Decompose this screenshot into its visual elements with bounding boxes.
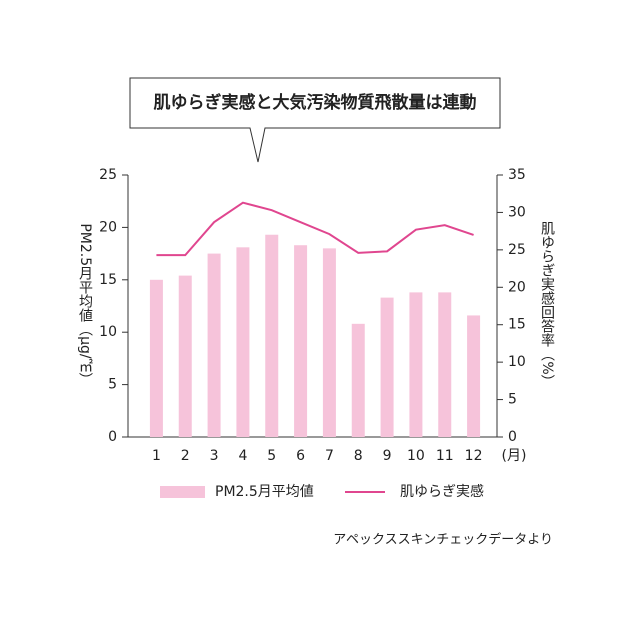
x-tick-label: 12: [465, 448, 483, 464]
x-unit-label: (月): [502, 448, 527, 464]
bar: [236, 247, 250, 437]
bar: [207, 253, 221, 437]
y2-tick-label: 0: [508, 429, 517, 445]
x-tick-label: 6: [296, 448, 305, 464]
y-tick-label: 15: [99, 272, 117, 288]
y2-axis-label: 肌ゆらぎ実感回答率（%）: [539, 221, 555, 388]
bar: [351, 323, 365, 437]
bar: [178, 275, 192, 437]
x-tick-label: 9: [383, 448, 392, 464]
bar: [409, 292, 423, 437]
legend-label: PM2.5月平均値: [215, 484, 314, 500]
bar: [322, 248, 336, 437]
x-tick-label: 2: [181, 448, 190, 464]
y2-tick-label: 20: [508, 279, 526, 295]
x-tick-label: 8: [354, 448, 363, 464]
y2-tick-label: 5: [508, 392, 517, 408]
y-tick-label: 0: [108, 429, 117, 445]
y-tick-label: 10: [99, 324, 117, 340]
bar: [380, 297, 394, 437]
bar: [467, 315, 481, 437]
y2-tick-label: 10: [508, 354, 526, 370]
y-axis-label: PM2.5月平均値（μg/㎡）: [77, 223, 93, 386]
x-tick-label: 11: [436, 448, 454, 464]
bar: [149, 279, 163, 437]
callout-box: [129, 77, 501, 163]
y-tick-label: 25: [99, 167, 117, 183]
legend-swatch: [160, 486, 205, 498]
x-tick-label: 3: [210, 448, 219, 464]
line: [156, 201, 474, 257]
y-tick-label: 5: [108, 377, 117, 393]
x-tick-label: 4: [238, 448, 247, 464]
x-tick-label: 7: [325, 448, 334, 464]
y2-tick-label: 25: [508, 242, 526, 258]
bar: [265, 234, 279, 437]
bar: [294, 245, 308, 437]
source-note: アペックススキンチェックデータより: [333, 532, 553, 548]
y2-tick-label: 15: [508, 317, 526, 333]
x-tick-label: 5: [267, 448, 276, 464]
x-tick-label: 10: [407, 448, 425, 464]
y2-tick-label: 30: [508, 204, 526, 220]
bar: [438, 292, 452, 437]
legend-label: 肌ゆらぎ実感: [400, 483, 484, 500]
x-tick-label: 1: [152, 448, 161, 464]
chart-title: 肌ゆらぎ実感と大気汚染物質飛散量は連動: [154, 92, 477, 113]
y-tick-label: 20: [99, 219, 117, 235]
y2-tick-label: 35: [508, 167, 526, 183]
